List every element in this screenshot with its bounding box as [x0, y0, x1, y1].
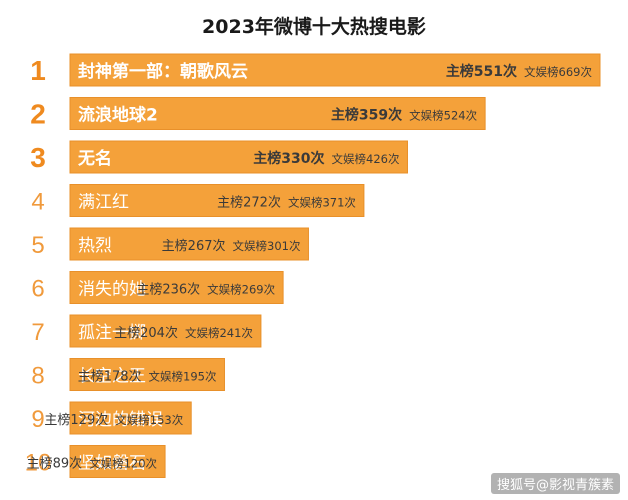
rank-number: 1	[30, 55, 46, 86]
bar-label: 流浪地球2	[78, 105, 158, 126]
chart-title: 2023年微博十大热搜电影	[202, 16, 426, 38]
bar	[69, 53, 601, 87]
data-label: 主榜359次 文娱榜524次	[331, 107, 478, 124]
rank-number: 4	[31, 189, 44, 216]
bar-label: 长空之王	[78, 367, 146, 387]
bar-label: 消失的她	[78, 280, 146, 300]
rank-number: 7	[31, 319, 44, 346]
bar	[69, 445, 166, 478]
bar	[69, 184, 365, 217]
bar	[69, 97, 486, 130]
data-label: 主榜236次 文娱榜269次	[136, 282, 275, 298]
bar-label: 满江红	[78, 193, 129, 213]
data-label: 主榜204次 文娱榜241次	[114, 325, 253, 341]
rank-number: 6	[31, 276, 44, 303]
data-label: 主榜129次 文娱榜153次	[44, 412, 183, 428]
bar-label: 热烈	[78, 236, 112, 256]
data-label: 主榜330次 文娱榜426次	[253, 150, 400, 167]
bar	[69, 227, 309, 261]
bar-label: 无名	[77, 148, 112, 169]
data-label: 主榜267次 文娱榜301次	[162, 238, 301, 254]
data-label: 主榜89次 文娱榜120次	[27, 456, 158, 472]
bar-label: 封神第一部：朝歌风云	[78, 61, 248, 82]
bar	[69, 271, 284, 304]
rank-number: 5	[31, 232, 44, 259]
bar-label: 孤注一掷	[78, 323, 146, 343]
data-label: 主榜551次 文娱榜669次	[446, 63, 593, 80]
bar-label: 河边的错误	[78, 410, 163, 430]
bar-label: 坚如磐石	[78, 454, 146, 474]
rank-number: 3	[30, 142, 46, 173]
bar	[69, 401, 192, 435]
bar	[69, 140, 408, 174]
data-label: 主榜178次 文娱榜195次	[78, 369, 217, 385]
bar	[69, 358, 225, 391]
bar	[69, 314, 262, 348]
watermark: 搜狐号@影视青簇素	[490, 473, 620, 494]
rank-number: 8	[31, 363, 44, 390]
rank-number: 9	[31, 406, 44, 433]
rank-number: 2	[30, 99, 46, 130]
data-label: 主榜272次 文娱榜371次	[217, 195, 356, 211]
rank-number: 10	[25, 450, 52, 477]
